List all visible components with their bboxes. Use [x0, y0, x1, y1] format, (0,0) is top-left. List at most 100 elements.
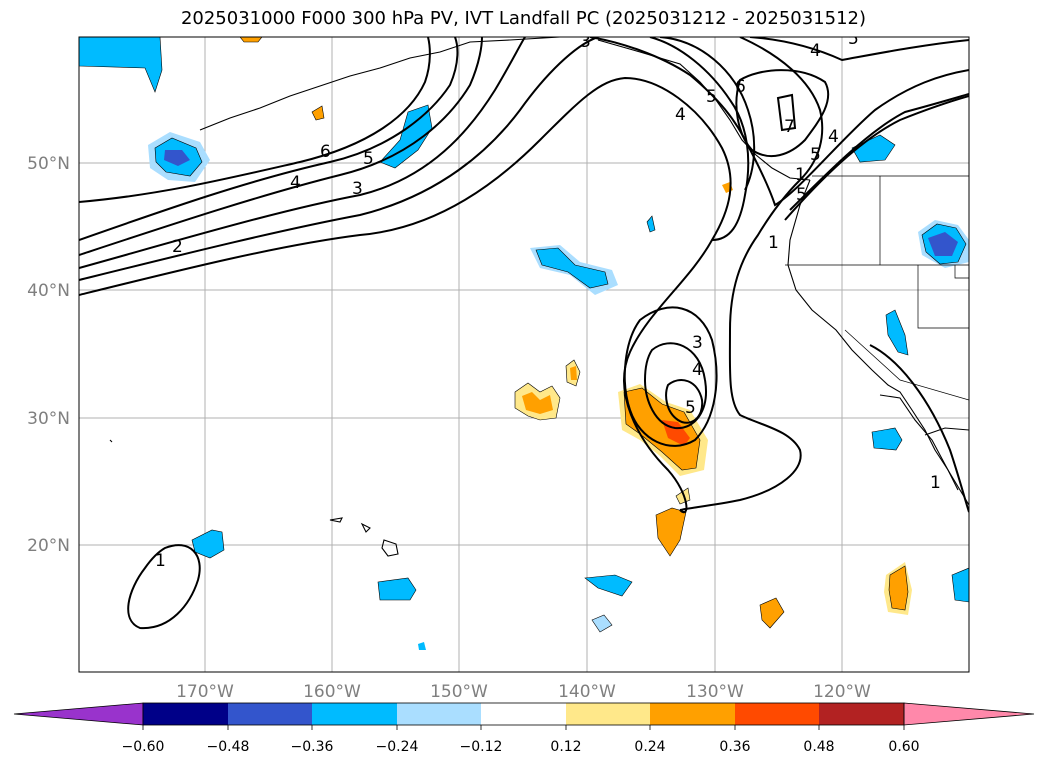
contour-label: 4: [675, 105, 686, 125]
colorbar-segment: [650, 703, 735, 725]
baja-coast: [879, 394, 959, 491]
colorbar-tick-label: −0.36: [291, 739, 334, 755]
colorbar: −0.60 −0.48 −0.36 −0.24 −0.12 0.12 0.24 …: [13, 702, 1035, 755]
colorbar-tick-label: 0.48: [803, 739, 834, 755]
contour-label: 6: [320, 142, 331, 162]
anomaly-blob: [377, 577, 417, 601]
contour-label: 1: [768, 233, 779, 253]
figure-title: 2025031000 F000 300 hPa PV, IVT Landfall…: [180, 8, 867, 29]
contour-label: 3: [352, 179, 363, 199]
coastlines: [109, 37, 969, 557]
contour-label: 1: [155, 551, 166, 571]
lon-label: 160°W: [303, 682, 361, 702]
latitude-labels: 50°N 40°N 30°N 20°N: [27, 154, 70, 556]
contour-line: [79, 37, 459, 241]
contour-line: [776, 93, 797, 132]
lat-label: 20°N: [27, 536, 70, 556]
colorbar-tick-label: 0.60: [888, 739, 919, 755]
anomaly-blob: [522, 392, 553, 414]
anomaly-blob: [591, 614, 613, 633]
anomaly-blob: [570, 366, 577, 380]
colorbar-segment: [481, 703, 566, 725]
contour-line: [749, 37, 969, 62]
lon-label: 140°W: [558, 682, 616, 702]
contour-label: 5: [810, 145, 821, 165]
contour-label: 7: [784, 117, 795, 137]
lon-label: 120°W: [813, 682, 871, 702]
colorbar-segment: [397, 703, 481, 725]
contour-line: [79, 37, 599, 281]
contour-labels: 1 2 3 4 5 6 5 4 3 5 4 6 7 5 4 1 3 4 5 1 …: [155, 29, 941, 571]
contour-label: 3: [580, 32, 591, 52]
contour-label: 4: [290, 173, 301, 193]
aleutian-coast: [199, 37, 561, 131]
anomaly-blob: [623, 387, 701, 471]
alaska-bc-coast: [597, 39, 811, 181]
contour-label: 3: [692, 333, 703, 353]
colorbar-tick-labels: −0.60 −0.48 −0.36 −0.24 −0.12 0.12 0.24 …: [122, 739, 920, 755]
lat-label: 50°N: [27, 154, 70, 174]
anomaly-blob: [871, 427, 903, 451]
lon-label: 150°W: [430, 682, 488, 702]
contour-line: [643, 342, 707, 430]
colorbar-segment: [312, 703, 397, 725]
negative-anomaly-regions: [79, 37, 969, 650]
colorbar-segment: [228, 703, 312, 725]
anomaly-blob: [646, 215, 656, 233]
contour-label: 5: [363, 149, 374, 169]
colorbar-tick-label: −0.24: [376, 739, 419, 755]
contour-label: 1: [930, 473, 941, 493]
contour-line: [623, 306, 718, 447]
mexico-coast: [924, 427, 969, 436]
contour-label: 4: [828, 127, 839, 147]
colorbar-outline: [142, 702, 905, 726]
state-borders: [785, 176, 969, 401]
contour-line: [784, 95, 969, 221]
anomaly-blob: [79, 37, 163, 93]
anomaly-blob: [164, 150, 190, 166]
anomaly-blob: [311, 105, 325, 121]
anomaly-blob: [379, 104, 433, 169]
lat-label: 30°N: [27, 409, 70, 429]
anomaly-blob: [951, 567, 969, 603]
anomaly-blob: [888, 565, 909, 611]
anomaly-blob: [239, 37, 263, 43]
positive-anomaly-regions: [239, 37, 912, 629]
contour-label: 5: [685, 398, 696, 418]
colorbar-tick-label: 0.36: [719, 739, 750, 755]
colorbar-segment: [143, 703, 228, 725]
contour-line: [665, 379, 704, 424]
contour-label: 5: [706, 87, 717, 107]
colorbar-tick-label: −0.48: [207, 739, 250, 755]
colorbar-extend-max: [903, 702, 1035, 726]
contour-label: 5: [848, 29, 859, 49]
anomaly-blob: [584, 574, 633, 597]
anomaly-blob: [535, 247, 609, 289]
contour-label: 4: [810, 41, 821, 61]
contour-line: [127, 544, 201, 630]
anomaly-blob: [928, 232, 958, 256]
small-island: [109, 439, 113, 443]
map-plot-area: 1 2 3 4 5 6 5 4 3 5 4 6 7 5 4 1 3 4 5 1 …: [79, 29, 969, 672]
anomaly-blob: [655, 507, 687, 557]
contour-line: [789, 93, 969, 211]
contour-line: [869, 344, 969, 513]
colorbar-tick-label: 0.12: [550, 739, 581, 755]
west-coast: [787, 179, 969, 506]
colorbar-tick-label: −0.60: [122, 739, 165, 755]
colorbar-tick-label: 0.24: [634, 739, 665, 755]
anomaly-blob: [759, 597, 785, 629]
contour-line: [659, 37, 756, 191]
anomaly-blob: [885, 309, 909, 356]
anomaly-blob: [418, 642, 426, 650]
hawaii-islands: [329, 517, 399, 557]
colorbar-segment: [735, 703, 819, 725]
contour-label: 1: [795, 165, 806, 185]
contour-line: [649, 37, 750, 241]
longitude-labels: 170°W 160°W 150°W 140°W 130°W 120°W: [176, 682, 871, 702]
colorbar-segment: [566, 703, 650, 725]
contour-line: [79, 37, 483, 256]
contour-line: [589, 37, 969, 207]
lon-label: 130°W: [686, 682, 744, 702]
